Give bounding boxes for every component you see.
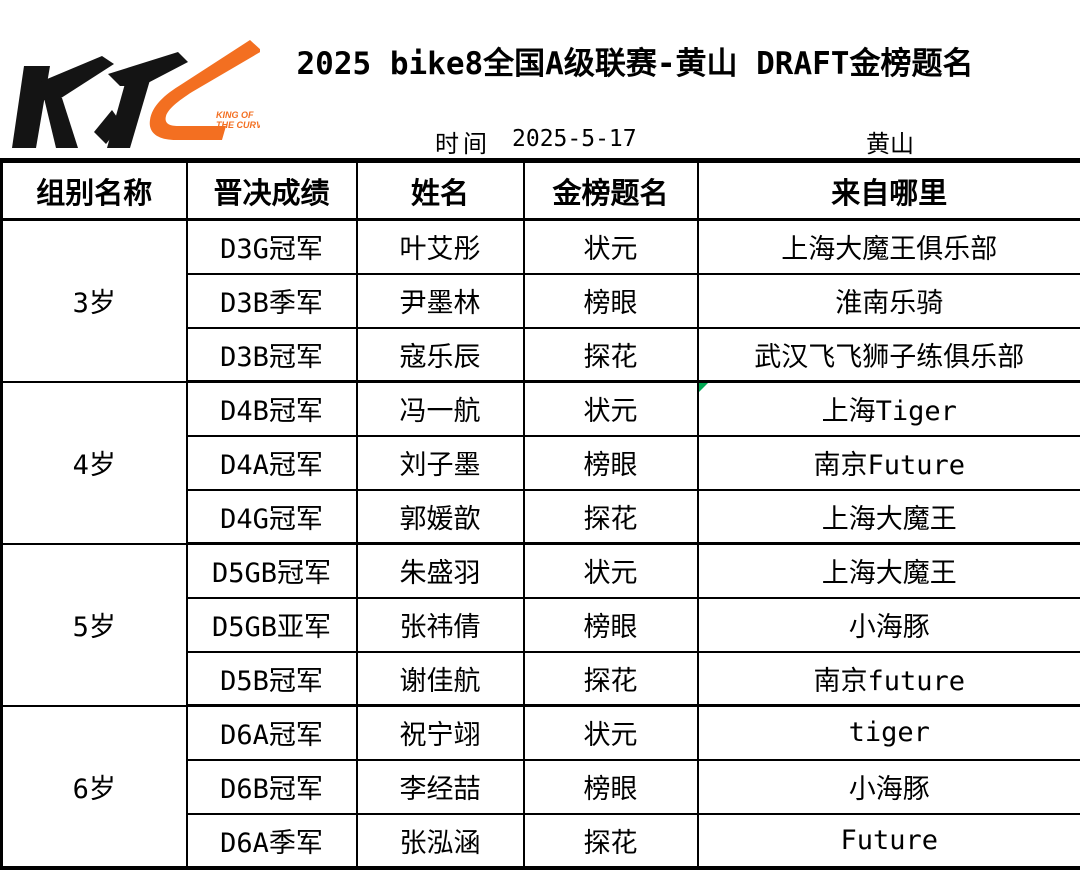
cell-result: D4G冠军 — [185, 488, 358, 545]
cell-name: 冯一航 — [355, 380, 525, 437]
page-title: 2025 bike8全国A级联赛-黄山 DRAFT金榜题名 — [296, 46, 974, 82]
cell-name: 郭媛歆 — [355, 488, 525, 545]
cell-name: 刘子墨 — [355, 434, 525, 491]
cell-title: 状元 — [522, 380, 699, 437]
cell-name: 谢佳航 — [355, 650, 525, 707]
results-table: 组别名称 晋决成绩 姓名 金榜题名 来自哪里 3岁 D3G冠军 叶艾彤 状元 上… — [0, 158, 1080, 870]
cell-from-text: 上海Tiger — [821, 396, 957, 428]
cell-name: 祝宁翊 — [355, 704, 525, 761]
cell-title: 探花 — [522, 812, 699, 869]
cell-result: D6B冠军 — [185, 758, 358, 815]
cell-title: 探花 — [522, 650, 699, 707]
cell-result: D3B季军 — [185, 272, 358, 329]
table-row: D6A季军 张泓涵 探花 Future — [2, 812, 1080, 869]
group-cell: 5岁 — [0, 542, 188, 707]
cell-result: D4B冠军 — [185, 380, 358, 437]
cell-title: 探花 — [522, 488, 699, 545]
cell-result: D4A冠军 — [185, 434, 358, 491]
col-header-from: 来自哪里 — [696, 159, 1080, 221]
cell-title: 榜眼 — [522, 434, 699, 491]
table-row: D3B冠军 寇乐辰 探花 武汉飞飞狮子练俱乐部 — [2, 326, 1080, 383]
table-row: D5GB亚军 张祎倩 榜眼 小海豚 — [2, 596, 1080, 653]
cell-result: D5B冠军 — [185, 650, 358, 707]
table-row: D3B季军 尹墨林 榜眼 淮南乐骑 — [2, 272, 1080, 329]
table-row: D5B冠军 谢佳航 探花 南京future — [2, 650, 1080, 707]
logo-tagline-line1: KING OF — [216, 110, 254, 120]
col-header-result: 晋决成绩 — [185, 159, 358, 221]
comment-marker-icon — [699, 383, 708, 392]
cell-title: 状元 — [522, 542, 699, 599]
cell-from: 武汉飞飞狮子练俱乐部 — [696, 326, 1080, 383]
group-cell: 3岁 — [0, 218, 188, 383]
table-row: D4G冠军 郭媛歆 探花 上海大魔王 — [2, 488, 1080, 545]
table-row: D6B冠军 李经喆 榜眼 小海豚 — [2, 758, 1080, 815]
col-header-group: 组别名称 — [0, 159, 188, 221]
cell-from: 小海豚 — [696, 758, 1080, 815]
cell-from: 上海Tiger — [696, 380, 1080, 437]
table-row: D4A冠军 刘子墨 榜眼 南京Future — [2, 434, 1080, 491]
logo-tagline-line2: THE CURVE — [216, 120, 260, 130]
cell-from: 南京Future — [696, 434, 1080, 491]
cell-from: tiger — [696, 704, 1080, 761]
cell-from: 上海大魔王 — [696, 488, 1080, 545]
cell-title: 探花 — [522, 326, 699, 383]
cell-from: 小海豚 — [696, 596, 1080, 653]
cell-result: D5GB冠军 — [185, 542, 358, 599]
cell-from: 上海大魔王俱乐部 — [696, 218, 1080, 275]
col-header-name: 姓名 — [355, 159, 525, 221]
cell-title: 状元 — [522, 704, 699, 761]
cell-name: 李经喆 — [355, 758, 525, 815]
group-cell: 6岁 — [0, 704, 188, 869]
cell-from: 南京future — [696, 650, 1080, 707]
cell-name: 尹墨林 — [355, 272, 525, 329]
cell-result: D6A季军 — [185, 812, 358, 869]
table-row: 4岁 D4B冠军 冯一航 状元 上海Tiger — [0, 380, 1080, 545]
cell-title: 榜眼 — [522, 596, 699, 653]
time-value: 2025-5-17 — [512, 126, 637, 152]
table-row: 3岁 D3G冠军 叶艾彤 状元 上海大魔王俱乐部 — [0, 218, 1080, 383]
col-header-title: 金榜题名 — [522, 159, 699, 221]
cell-name: 张泓涵 — [355, 812, 525, 869]
cell-name: 张祎倩 — [355, 596, 525, 653]
cell-name: 叶艾彤 — [355, 218, 525, 275]
cell-result: D5GB亚军 — [185, 596, 358, 653]
group-cell: 4岁 — [0, 380, 188, 545]
cell-name: 朱盛羽 — [355, 542, 525, 599]
cell-title: 榜眼 — [522, 272, 699, 329]
location-label: 黄山 — [866, 130, 914, 158]
cell-from: 上海大魔王 — [696, 542, 1080, 599]
cell-result: D3G冠军 — [185, 218, 358, 275]
ktc-logo-icon: KING OF THE CURVE — [12, 40, 260, 148]
time-label: 时间 — [435, 130, 491, 158]
cell-name: 寇乐辰 — [355, 326, 525, 383]
cell-result: D6A冠军 — [185, 704, 358, 761]
cell-from: 淮南乐骑 — [696, 272, 1080, 329]
cell-result: D3B冠军 — [185, 326, 358, 383]
table-row: 5岁 D5GB冠军 朱盛羽 状元 上海大魔王 — [0, 542, 1080, 707]
header-row: 组别名称 晋决成绩 姓名 金榜题名 来自哪里 — [0, 159, 1080, 221]
cell-title: 状元 — [522, 218, 699, 275]
cell-from: Future — [696, 812, 1080, 869]
table-row: 6岁 D6A冠军 祝宁翊 状元 tiger — [0, 704, 1080, 869]
cell-title: 榜眼 — [522, 758, 699, 815]
